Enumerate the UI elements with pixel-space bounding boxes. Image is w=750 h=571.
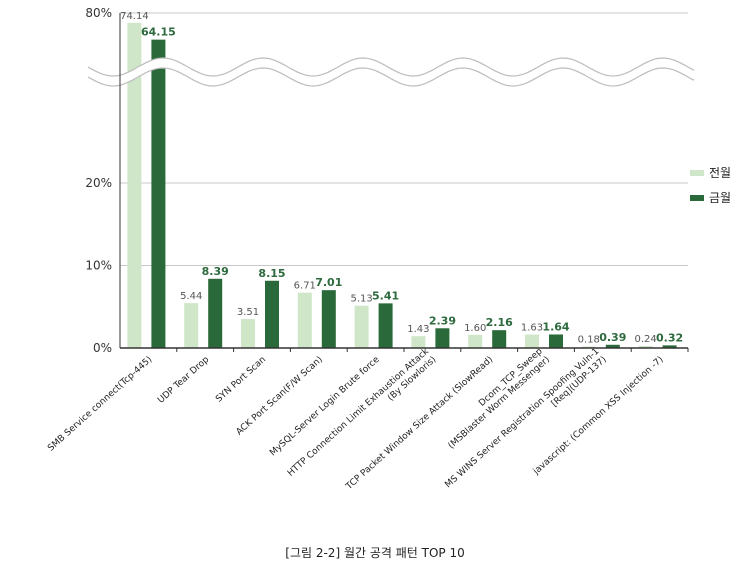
bars-layer bbox=[127, 22, 677, 349]
y-tick-label: 10% bbox=[85, 259, 112, 273]
data-label-current: 0.32 bbox=[656, 331, 683, 344]
data-label-prev: 74.14 bbox=[120, 11, 149, 22]
bar-current-month bbox=[265, 280, 279, 348]
x-category-label: SYN Port Scan bbox=[214, 355, 268, 405]
data-label-prev: 1.63 bbox=[521, 323, 543, 334]
figure-caption: [그림 2-2] 월간 공격 패턴 TOP 10 bbox=[285, 546, 465, 560]
bar-chart: 74.14 64.15 5.44 8.39 3.51 8.15 6.71 7.01 5.13 5.… bbox=[46, 6, 731, 493]
bar-prev-month bbox=[127, 22, 142, 349]
bar-prev-month bbox=[638, 346, 653, 348]
bar-prev-month bbox=[468, 334, 483, 348]
data-label-prev: 3.51 bbox=[237, 307, 259, 318]
data-label-prev: 0.24 bbox=[634, 334, 656, 345]
bar-current-month bbox=[605, 344, 620, 348]
bar-current-month bbox=[208, 278, 223, 348]
legend-swatch bbox=[690, 195, 704, 201]
data-label-prev: 5.13 bbox=[350, 294, 372, 305]
bar-current-month bbox=[151, 39, 166, 349]
axis-break-line bbox=[87, 67, 695, 87]
x-category-line: UDP Tear Drop bbox=[156, 355, 211, 406]
bar-prev-month bbox=[525, 334, 539, 348]
data-label-current: 2.39 bbox=[429, 314, 456, 327]
data-label-prev: 1.43 bbox=[407, 324, 429, 335]
data-labels: 74.14 64.15 5.44 8.39 3.51 8.15 6.71 7.01 5.13 5.… bbox=[120, 11, 683, 346]
legend-swatch bbox=[690, 170, 704, 176]
x-category-label: SMB Service connect(Tcp-445) bbox=[46, 355, 154, 454]
bar-prev-month bbox=[184, 303, 199, 348]
bar-current-month bbox=[549, 334, 563, 348]
y-tick-label: 80% bbox=[85, 6, 112, 20]
data-label-prev: 0.18 bbox=[578, 335, 600, 346]
data-label-current: 0.39 bbox=[599, 331, 626, 344]
x-category-label: javascript: (Common XSS Injection -7) bbox=[531, 355, 666, 478]
axis-break-line bbox=[87, 57, 695, 77]
x-category-line: SMB Service connect(Tcp-445) bbox=[46, 355, 154, 454]
data-label-current: 2.16 bbox=[486, 316, 513, 329]
data-label-prev: 6.71 bbox=[294, 281, 316, 292]
data-label-current: 1.64 bbox=[542, 320, 569, 333]
axis-break-band bbox=[88, 58, 695, 86]
bar-prev-month bbox=[411, 336, 426, 348]
legend-label: 전월 bbox=[709, 166, 731, 180]
data-label-current: 8.15 bbox=[258, 267, 285, 280]
bar-current-month bbox=[321, 290, 336, 348]
bar-current-month bbox=[492, 330, 507, 348]
x-category-label: UDP Tear Drop bbox=[156, 355, 211, 406]
y-tick-label: 20% bbox=[85, 176, 112, 190]
grid-layer bbox=[120, 12, 688, 349]
y-tick-label: 0% bbox=[93, 341, 112, 355]
bar-prev-month bbox=[297, 292, 312, 348]
x-category-line: javascript: (Common XSS Injection -7) bbox=[531, 355, 666, 478]
bar-prev-month bbox=[241, 319, 255, 348]
bar-current-month bbox=[378, 303, 393, 348]
data-label-current: 64.15 bbox=[141, 26, 176, 39]
axis-break bbox=[87, 57, 695, 87]
data-label-prev: 1.60 bbox=[464, 323, 486, 334]
data-label-current: 8.39 bbox=[202, 265, 229, 278]
data-label-prev: 5.44 bbox=[180, 291, 202, 302]
bar-current-month bbox=[662, 345, 677, 348]
x-category-line: SYN Port Scan bbox=[214, 355, 268, 405]
bar-prev-month bbox=[354, 305, 369, 348]
bar-current-month bbox=[435, 328, 450, 348]
data-label-current: 5.41 bbox=[372, 289, 399, 302]
data-label-current: 7.01 bbox=[315, 276, 342, 289]
legend-label: 금월 bbox=[709, 191, 731, 205]
axes: 0% 10% 20% 80% SMB Service connect(Tcp-445) U… bbox=[46, 6, 689, 493]
